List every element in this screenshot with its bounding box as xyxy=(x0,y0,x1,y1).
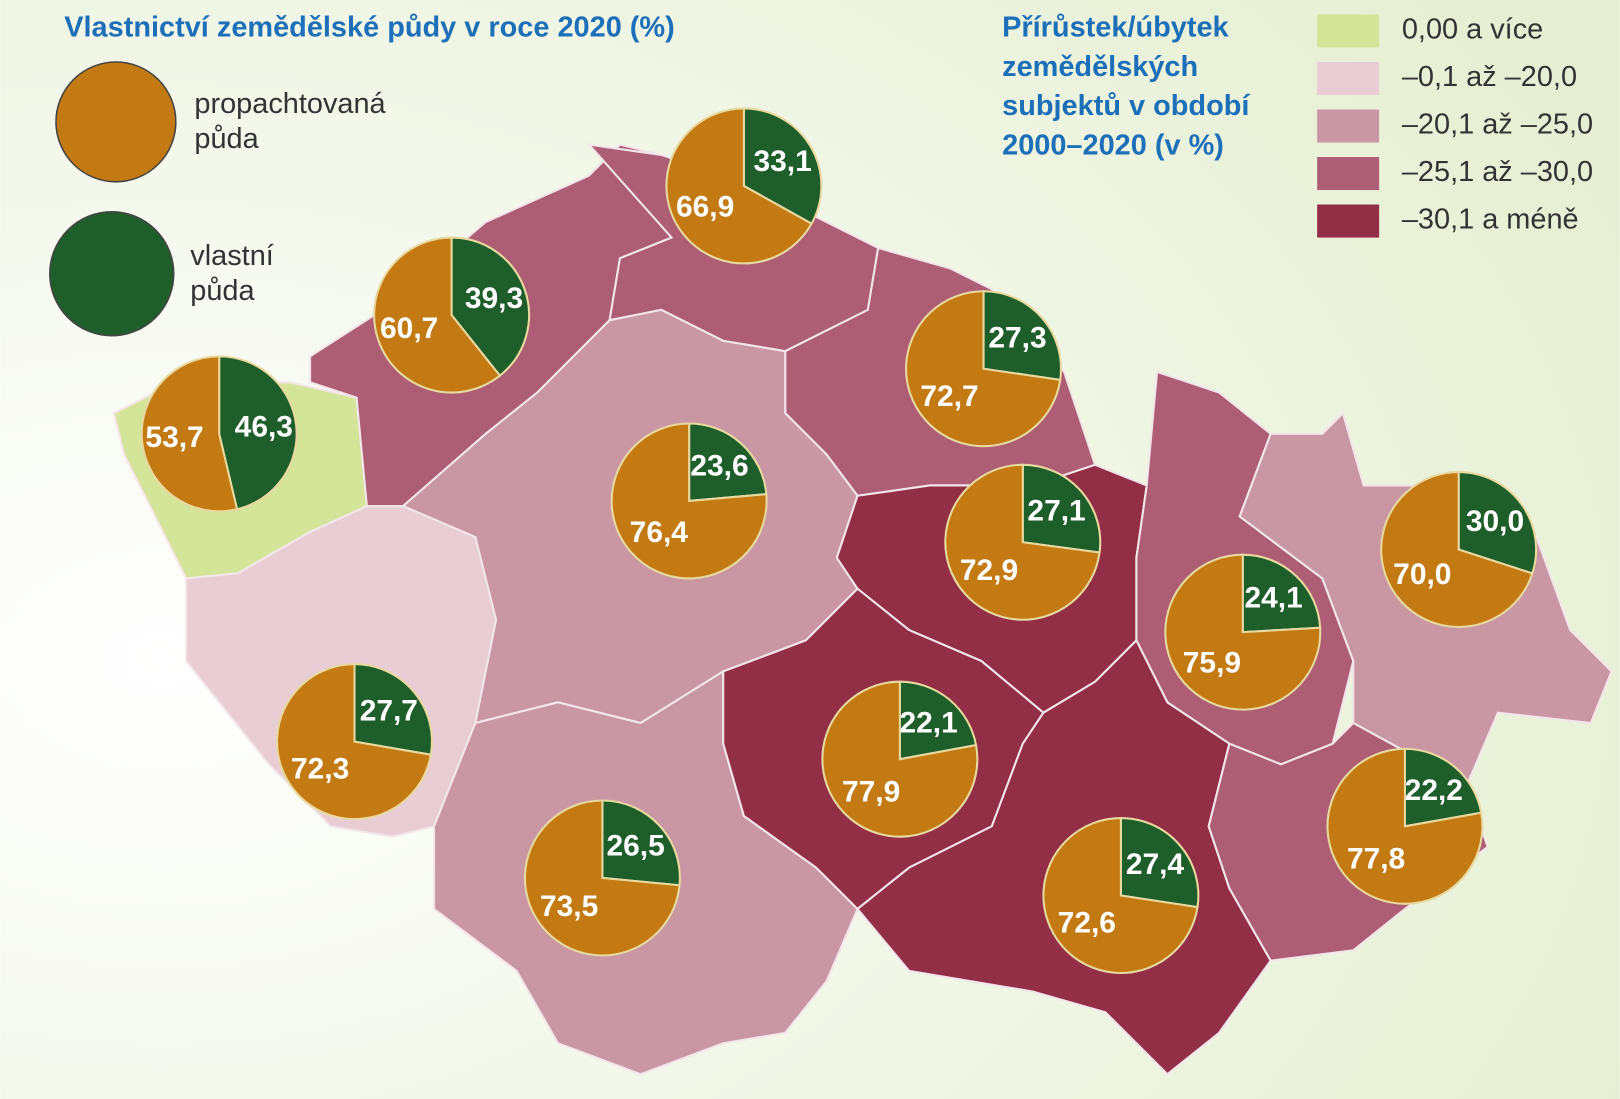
pie-slice xyxy=(1119,817,1200,909)
class-label: –0,1 až –20,0 xyxy=(1402,61,1577,93)
pie-label: 75,9 xyxy=(1183,647,1241,680)
pie-slice xyxy=(1457,470,1538,575)
pie-slice xyxy=(218,355,298,511)
pie-slice xyxy=(1164,553,1322,711)
pie-label: 33,1 xyxy=(753,145,811,178)
pie-slice xyxy=(898,680,978,761)
class-label: 0,00 a více xyxy=(1402,14,1543,46)
pie-slice xyxy=(944,463,1101,621)
pie-label: 24,1 xyxy=(1245,581,1303,614)
classes-title: 2000–2020 (v %) xyxy=(1002,129,1224,161)
pie-label: 72,9 xyxy=(960,554,1018,587)
pie-slice xyxy=(610,422,768,580)
pie-slice xyxy=(1021,463,1102,554)
legend: Vlastnictví zemědělské půdy v roce 2020 … xyxy=(49,12,1593,337)
pie-slice xyxy=(1326,747,1484,905)
pie-label: 27,4 xyxy=(1126,848,1185,881)
pie-label: 76,4 xyxy=(630,516,689,549)
pie-slice xyxy=(905,290,1062,448)
pie-slice xyxy=(1403,747,1483,828)
pie-label: 72,6 xyxy=(1058,907,1116,940)
class-swatch xyxy=(1317,14,1380,48)
legend-label: půda xyxy=(190,275,255,307)
pie-slice xyxy=(353,663,433,756)
pies: 46,3 53,7 39,3 60,7 33,1 66,9 27,3 72,7 23,676,4… xyxy=(140,107,1538,974)
pie-slice xyxy=(373,236,502,394)
pie-label: 27,7 xyxy=(360,695,418,728)
classes-title: Přírůstek/úbytek xyxy=(1002,12,1229,44)
class-label: –25,1 až –30,0 xyxy=(1402,156,1593,188)
pie-label: 22,1 xyxy=(899,707,957,740)
pie-label: 27,3 xyxy=(988,321,1046,354)
pie-slice xyxy=(665,107,813,265)
pie-slice xyxy=(450,236,531,378)
pie-label: 73,5 xyxy=(540,890,598,923)
legend-icon xyxy=(55,61,177,183)
pie-slice xyxy=(276,663,433,821)
pie-slice xyxy=(523,799,681,957)
pie-slice xyxy=(688,422,768,503)
pie-label: 77,9 xyxy=(842,776,900,809)
pie-slice xyxy=(821,680,979,838)
pie-label: 53,7 xyxy=(145,421,203,454)
pie-slice xyxy=(601,799,681,887)
class-label: –20,1 až –25,0 xyxy=(1402,109,1593,141)
pie-slice xyxy=(982,290,1062,382)
pie-label: 72,7 xyxy=(920,380,978,413)
legend-label: půda xyxy=(194,123,259,155)
pie-slice xyxy=(1380,470,1534,628)
classes-title: zemědělských xyxy=(1002,51,1198,83)
pie-label: 66,9 xyxy=(676,191,734,224)
pie-label: 60,7 xyxy=(380,312,438,345)
class-swatch xyxy=(1317,109,1380,143)
pie-label: 70,0 xyxy=(1393,558,1451,591)
pie-label: 27,1 xyxy=(1027,495,1085,528)
legend-label: vlastní xyxy=(190,240,274,272)
class-label: –30,1 a méně xyxy=(1402,204,1579,236)
classes-title: subjektů v období xyxy=(1002,90,1250,122)
pie-label: 26,5 xyxy=(606,830,664,863)
pie-label: 30,0 xyxy=(1466,505,1524,538)
pie-label: 23,6 xyxy=(690,450,748,483)
legend-label: propachtovaná xyxy=(194,88,386,120)
class-swatch xyxy=(1317,204,1380,238)
pie-label: 77,8 xyxy=(1347,843,1405,876)
pie-label: 72,3 xyxy=(291,752,349,785)
class-swatch xyxy=(1317,61,1380,96)
title: Vlastnictví zemědělské půdy v roce 2020 … xyxy=(64,12,675,44)
pie-slice xyxy=(1042,817,1199,974)
pie-label: 46,3 xyxy=(235,411,293,444)
pie-slice xyxy=(742,107,823,226)
class-swatch xyxy=(1317,157,1380,191)
pie-label: 22,2 xyxy=(1405,774,1463,807)
pie-slice xyxy=(1241,553,1322,634)
legend-icon xyxy=(49,210,175,337)
pie-label: 39,3 xyxy=(465,282,523,315)
pie-slice xyxy=(140,355,239,513)
